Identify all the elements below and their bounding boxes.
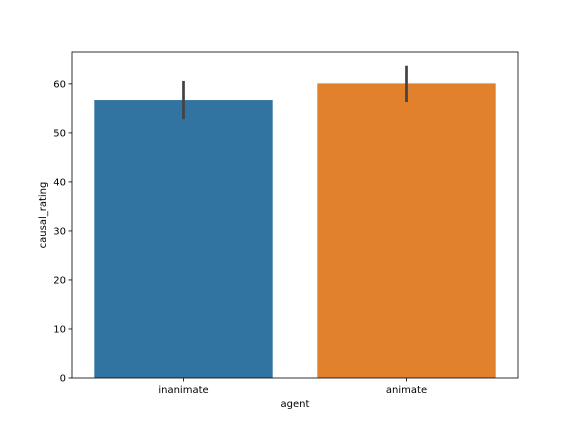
error-bars-layer bbox=[182, 65, 408, 120]
y-axis-label: causal_rating bbox=[38, 182, 49, 249]
axes-frame bbox=[71, 51, 519, 379]
bar-inanimate bbox=[94, 100, 273, 378]
bar-animate bbox=[317, 83, 496, 378]
x-tick-label: inanimate bbox=[158, 385, 208, 396]
x-tick-label: animate bbox=[386, 385, 427, 396]
y-tick-label: 60 bbox=[53, 79, 66, 90]
y-ticks-layer: 0 10 20 30 40 50 60 bbox=[53, 79, 72, 385]
y-tick-label: 40 bbox=[53, 177, 66, 188]
y-tick-label: 50 bbox=[53, 128, 66, 139]
bars-layer bbox=[94, 83, 496, 378]
y-tick-label: 30 bbox=[53, 226, 66, 237]
y-tick-label: 10 bbox=[53, 324, 66, 335]
y-tick-label: 0 bbox=[60, 374, 66, 385]
y-tick-label: 20 bbox=[53, 275, 66, 286]
x-ticks-layer: inanimate animate bbox=[158, 378, 427, 396]
x-axis-label: agent bbox=[281, 399, 310, 410]
